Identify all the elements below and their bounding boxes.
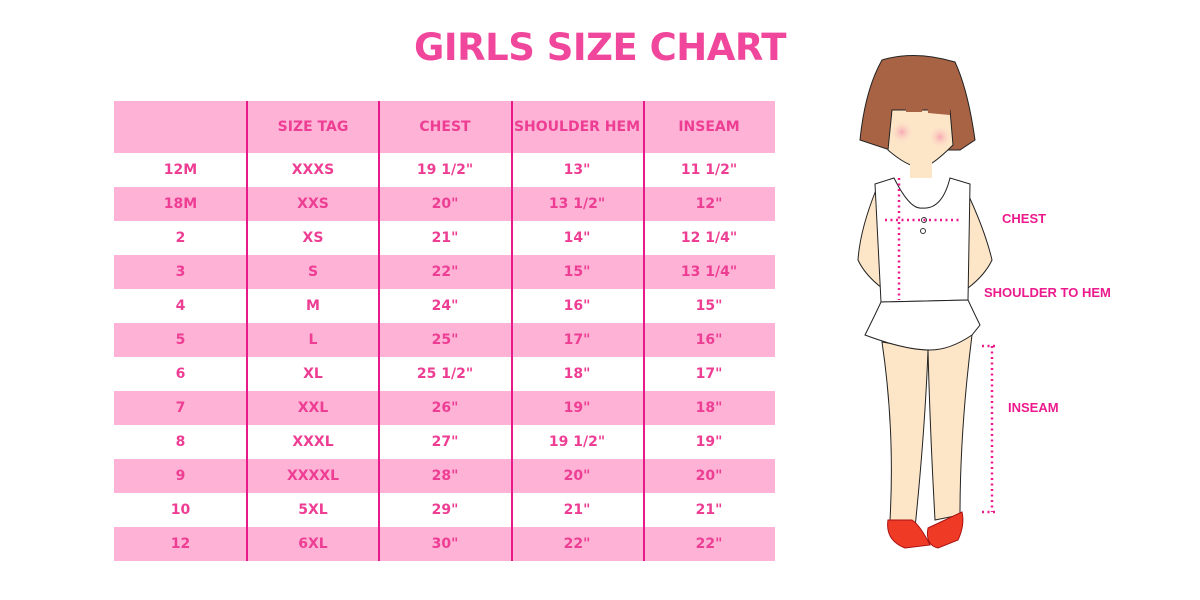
table-cell: 20" [563,468,591,484]
inseam-label: INSEAM [1008,400,1059,415]
table-cell: 20" [695,468,723,484]
header-cell: CHEST [419,119,471,135]
header-cell: SIZE TAG [277,119,349,135]
table-cell: 28" [431,468,459,484]
table-cell: 19" [563,400,591,416]
table-cell: XXXL [292,434,334,450]
table-cell: 12M [163,162,198,178]
table-cell: 25" [431,332,459,348]
table-cell: 6 [175,366,186,382]
column-divider [246,101,248,561]
table-row: 2 XS 21" 14" 12 1/4" [114,221,775,255]
table-cell: 21" [563,502,591,518]
table-cell: 13" [563,162,591,178]
table-cell: S [307,264,319,280]
table-cell: 8 [175,434,186,450]
table-cell: 6XL [298,536,328,552]
table-row: 12 6XL 30" 22" 22" [114,527,775,561]
table-cell: 18" [695,400,723,416]
table-cell: 5XL [298,502,328,518]
table-cell: 17" [695,366,723,382]
table-cell: 26" [431,400,459,416]
table-cell: 5 [175,332,186,348]
table-cell: 18" [563,366,591,382]
table-cell: 16" [563,298,591,314]
table-cell: 3 [175,264,186,280]
table-cell: 10 [170,502,191,518]
table-cell: 9 [175,468,186,484]
table-cell: 22" [431,264,459,280]
size-table: SIZE TAG CHEST SHOULDER HEM INSEAM 12M XXXS 19… [114,101,775,561]
table-row: 18M XXS 20" 13 1/2" 12" [114,187,775,221]
table-cell: 12" [695,196,723,212]
table-cell: M [306,298,320,314]
table-cell: 14" [563,230,591,246]
table-cell: 29" [431,502,459,518]
page-title: GIRLS SIZE CHART [414,26,786,69]
table-cell: 13 1/2" [548,196,606,212]
table-cell: 24" [431,298,459,314]
column-divider [643,101,645,561]
table-row: 12M XXXS 19 1/2" 13" 11 1/2" [114,153,775,187]
table-cell: 21" [695,502,723,518]
table-cell: 15" [695,298,723,314]
table-row: 4 M 24" 16" 15" [114,289,775,323]
table-cell: XL [303,366,323,382]
column-divider [511,101,513,561]
shoulder-to-hem-label: SHOULDER TO HEM [984,285,1111,300]
table-cell: 21" [431,230,459,246]
table-cell: 2 [175,230,186,246]
table-cell: 19 1/2" [548,434,606,450]
table-cell: 27" [431,434,459,450]
table-cell: 11 1/2" [680,162,738,178]
chest-label: CHEST [1002,211,1047,226]
table-cell: 16" [695,332,723,348]
table-cell: 4 [175,298,186,314]
table-cell: 18M [163,196,198,212]
table-cell: 22" [695,536,723,552]
table-cell: 25 1/2" [416,366,474,382]
table-cell: 22" [563,536,591,552]
table-row: 7 XXL 26" 19" 18" [114,391,775,425]
table-cell: XXXXL [286,468,340,484]
girl-illustration [857,54,998,549]
table-cell: 7 [175,400,186,416]
table-cell: XXXS [291,162,335,178]
table-cell: 30" [431,536,459,552]
table-header-row: SIZE TAG CHEST SHOULDER HEM INSEAM [114,101,775,153]
header-cell: INSEAM [678,119,740,135]
table-cell: XXS [297,196,329,212]
header-cell: SHOULDER HEM [513,119,641,135]
table-cell: 17" [563,332,591,348]
table-row: 5 L 25" 17" 16" [114,323,775,357]
column-divider [378,101,380,561]
table-cell: 19" [695,434,723,450]
table-cell: 20" [431,196,459,212]
table-cell: 13 1/4" [680,264,738,280]
table-row: 8 XXXL 27" 19 1/2" 19" [114,425,775,459]
table-cell: 12 1/4" [680,230,738,246]
table-row: 3 S 22" 15" 13 1/4" [114,255,775,289]
table-cell: XXL [297,400,329,416]
header-cell [114,101,247,153]
table-cell: 12 [170,536,191,552]
table-cell: L [308,332,318,348]
table-cell: 15" [563,264,591,280]
table-cell: XS [302,230,324,246]
table-row: 10 5XL 29" 21" 21" [114,493,775,527]
table-row: 6 XL 25 1/2" 18" 17" [114,357,775,391]
table-row: 9 XXXXL 28" 20" 20" [114,459,775,493]
table-cell: 19 1/2" [416,162,474,178]
